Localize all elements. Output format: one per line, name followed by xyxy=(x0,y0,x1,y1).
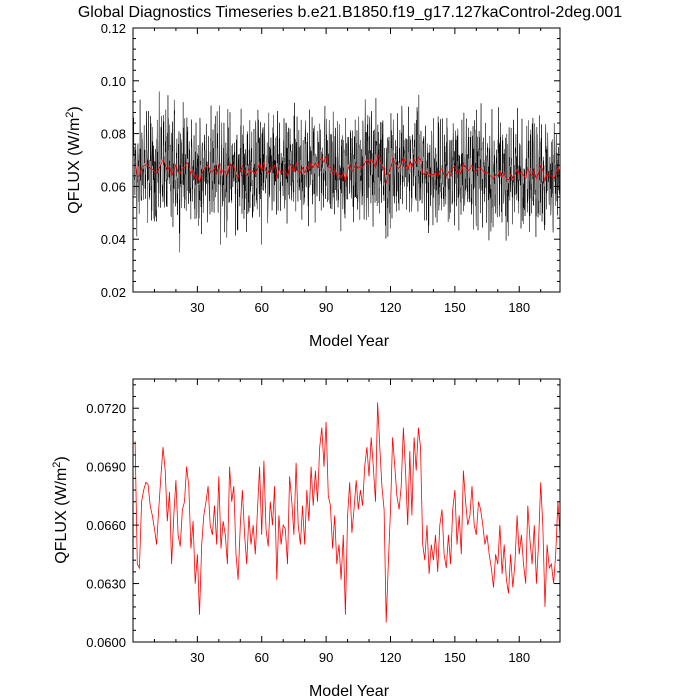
top-y-tick-label: 0.04 xyxy=(101,232,126,247)
bottom-y-tick-label: 0.0720 xyxy=(86,401,126,416)
bottom-panel-axes: 30 60 90 120 150 180 0.0600 0.0630 0.0660 0.0690 0… xyxy=(86,379,560,665)
bottom-y-tick-label: 0.0690 xyxy=(86,460,126,475)
top-y-label-base: QFLUX (W/m xyxy=(66,118,83,214)
top-x-tick-label: 180 xyxy=(508,300,530,315)
bottom-annual-mean-line xyxy=(134,402,561,623)
bottom-panel-data xyxy=(134,402,561,623)
top-x-tick-label: 30 xyxy=(190,300,204,315)
bottom-y-tick-label: 0.0600 xyxy=(86,635,126,650)
chart-title: Global Diagnostics Timeseries b.e21.B185… xyxy=(78,4,622,21)
bottom-y-tick-label: 0.0630 xyxy=(86,577,126,592)
bottom-x-tick-label: 90 xyxy=(319,650,333,665)
bottom-y-label-base: QFLUX (W/m xyxy=(53,468,70,564)
bottom-plot-frame xyxy=(132,378,561,643)
bottom-x-tick-label: 30 xyxy=(190,650,204,665)
bottom-y-tick-label: 0.0660 xyxy=(86,518,126,533)
top-annual-mean-line xyxy=(134,153,561,184)
bottom-panel: 30 60 90 120 150 180 0.0600 0.0630 0.0660 0.0690 0… xyxy=(51,378,561,700)
top-y-tick-label: 0.02 xyxy=(101,285,126,300)
bottom-x-tick-label: 180 xyxy=(508,650,530,665)
bottom-y-label-close: ) xyxy=(53,456,70,461)
top-y-tick-label: 0.06 xyxy=(101,179,126,194)
top-x-tick-label: 150 xyxy=(444,300,466,315)
bottom-x-tick-label: 150 xyxy=(444,650,466,665)
top-x-tick-label: 60 xyxy=(255,300,269,315)
top-y-tick-label: 0.10 xyxy=(101,74,126,89)
top-panel-axes: 30 60 90 120 150 180 0.02 0.04 0.06 0.08 0.10 0.12 xyxy=(101,21,560,315)
top-y-tick-label: 0.12 xyxy=(101,21,126,36)
bottom-y-axis-label: QFLUX (W/m2) xyxy=(51,456,70,563)
top-panel: 30 60 90 120 150 1800.020.040.060.080.100.12 … xyxy=(64,21,561,350)
top-y-label-close: ) xyxy=(66,106,83,111)
top-plot-frame xyxy=(132,27,561,293)
top-panel-data xyxy=(132,91,561,253)
top-y-label-exponent: 2 xyxy=(64,112,76,118)
bottom-y-label-exponent: 2 xyxy=(51,462,63,468)
top-monthly-line xyxy=(132,91,561,253)
top-x-axis-label: Model Year xyxy=(309,333,390,350)
bottom-x-tick-label: 60 xyxy=(255,650,269,665)
top-x-tick-label: 120 xyxy=(380,300,402,315)
bottom-x-axis-label: Model Year xyxy=(309,683,390,700)
top-y-axis-label: QFLUX (W/m2) xyxy=(64,106,83,213)
top-y-tick-label: 0.08 xyxy=(101,127,126,142)
top-x-tick-label: 90 xyxy=(319,300,333,315)
bottom-x-tick-label: 120 xyxy=(380,650,402,665)
